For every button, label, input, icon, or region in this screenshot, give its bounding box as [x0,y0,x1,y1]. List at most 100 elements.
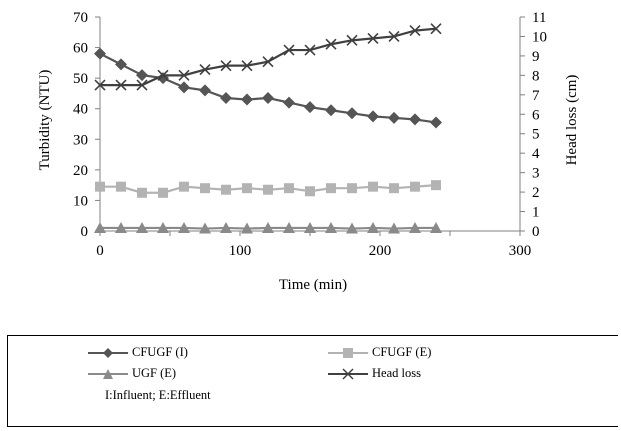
diamond-marker-icon [88,347,128,358]
data-point-stroke [220,60,232,72]
data-point [347,183,357,194]
y2-tick-label: 6 [532,107,540,123]
data-point-stroke [304,44,316,56]
data-point [179,181,189,192]
data-point-stroke [178,69,190,81]
data-point [389,183,399,194]
data-point [220,221,232,233]
legend-label: CFUGF (E) [372,345,432,359]
data-point [116,181,126,192]
y-tick-label: 50 [73,71,88,87]
data-point [241,93,253,106]
data-point [409,25,421,37]
legend-item-cfugf-effluent: CFUGF (E) [326,345,431,360]
data-point [304,101,316,114]
x-tick-label: 0 [96,243,104,259]
data-point-stroke [325,38,337,50]
chart-series [94,23,442,234]
data-point-stroke [262,56,274,68]
data-point [115,221,127,233]
data-point [283,221,295,233]
square-marker-icon [328,347,368,358]
data-point [368,181,378,192]
y2-tick-label: 5 [532,127,540,143]
data-point [241,60,253,72]
data-point [94,47,106,60]
legend-label: UGF (E) [132,366,177,380]
data-point-stroke [94,79,106,91]
data-point [115,58,127,71]
data-point [241,222,253,234]
data-point [115,79,127,91]
y2-tick-label: 10 [532,29,547,45]
legend-note: I:Influent; E:Effluent [105,388,211,402]
data-point [430,116,442,129]
chart-axes: 0 10 20 30 40 50 60 70 0 1 2 3 4 5 6 7 8 9 10 11 0 100 200 300 [73,10,547,259]
data-point-stroke [409,25,421,37]
data-point [136,69,148,82]
y2-tick-label: 11 [532,10,546,26]
data-point [283,44,295,56]
data-point [304,44,316,56]
legend: CFUGF (I) CFUGF (E) UGF (E) Head loss I:… [7,335,618,427]
data-point [178,81,190,94]
data-point-stroke [367,32,379,44]
data-point [367,32,379,44]
data-point [262,221,274,233]
data-point [409,221,421,233]
data-point [94,221,106,233]
data-point-stroke [430,23,442,35]
data-point [95,181,105,192]
x-tick-label: 100 [229,243,252,259]
data-point [346,34,358,46]
data-point [220,92,232,105]
y-tick-label: 30 [73,132,88,148]
data-point [137,187,147,198]
data-point [199,63,211,76]
legend-item-ugf-effluent: UGF (E) [86,366,176,381]
data-point [199,84,211,97]
triangle-marker-icon [88,368,128,379]
data-point-stroke [136,79,148,91]
data-point [263,184,273,195]
data-point [410,181,420,192]
data-point [325,221,337,233]
y2-tick-label: 2 [532,185,540,201]
data-point [430,221,442,233]
data-point [178,69,190,81]
data-point [388,30,400,43]
legend-item-head-loss: Head loss [326,366,421,381]
y2-tick-label: 3 [532,166,540,182]
legend-label: CFUGF (I) [132,345,188,359]
data-point [346,222,358,234]
data-point [388,222,400,234]
x-tick-label: 300 [509,243,532,259]
data-point [199,222,211,234]
data-point [221,184,231,195]
data-point [367,110,379,123]
data-point [136,79,148,91]
y2-tick-label: 8 [532,68,540,84]
data-point [305,186,315,197]
data-point-stroke [115,79,127,91]
data-point [304,221,316,233]
data-point [326,183,336,194]
y-tick-label: 40 [73,102,88,118]
data-point [262,56,274,68]
y-tick-label: 0 [81,224,89,240]
data-point [94,79,106,91]
data-point [409,113,421,126]
data-point [283,96,295,109]
data-point [200,183,210,194]
legend-label: Head loss [372,366,421,380]
data-point [262,92,274,105]
series-line [99,52,437,124]
y-tick-label: 70 [73,10,88,26]
data-point [367,221,379,233]
data-point [178,221,190,233]
x-marker-icon [328,367,368,380]
data-point [325,38,337,50]
x-tick-label: 200 [369,243,392,259]
y-tick-label: 10 [73,193,88,209]
